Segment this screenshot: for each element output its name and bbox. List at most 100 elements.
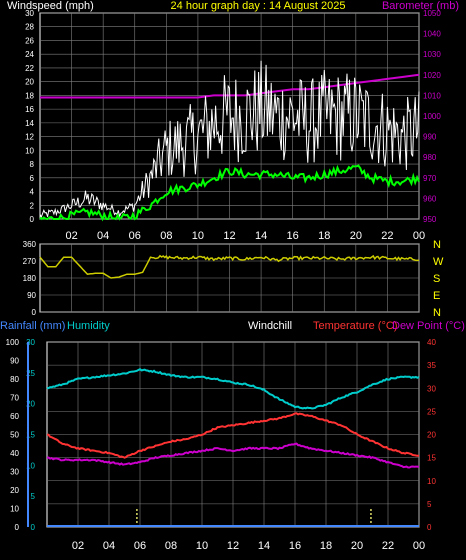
wind-y-tick-label: 28 <box>25 23 34 32</box>
windchill-label: Windchill <box>248 320 292 332</box>
barometer-tick-label: 1010 <box>423 91 441 100</box>
humidity-tick-label: 20 <box>10 486 19 495</box>
wind-x-tick-label: 00 <box>413 230 425 242</box>
humidity-axis-title: Humidity <box>67 320 110 332</box>
wind-gust-line <box>39 60 420 219</box>
wind-y-tick-label: 18 <box>25 91 34 100</box>
wind-y-tick-label: 30 <box>25 9 34 18</box>
rain-tick-label: 0 <box>31 523 36 532</box>
compass-label: S <box>433 273 440 285</box>
dewpoint-axis-title: Dew Point (°C) <box>392 320 465 332</box>
wind-x-tick-label: 14 <box>255 230 267 242</box>
wind-y-tick-label: 20 <box>25 78 34 87</box>
direction-y-tick-label: 360 <box>23 240 37 249</box>
wind-y-tick-label: 12 <box>25 133 34 142</box>
climate-x-tick-label: 18 <box>320 540 332 552</box>
climate-x-tick-label: 02 <box>72 540 84 552</box>
barometer-axis-title: Barometer (mb) <box>382 0 459 12</box>
wind-x-tick-label: 18 <box>318 230 330 242</box>
barometer-tick-label: 950 <box>423 215 437 224</box>
compass-label: W <box>433 256 444 268</box>
wind-y-tick-label: 4 <box>30 188 35 197</box>
wind-x-tick-label: 12 <box>223 230 235 242</box>
dewpoint-line <box>46 442 420 469</box>
temperature-tick-label: 10 <box>427 477 436 486</box>
barometer-tick-label: 1020 <box>423 71 441 80</box>
humidity-tick-label: 100 <box>6 338 20 347</box>
barometer-tick-label: 1000 <box>423 112 441 121</box>
barometer-tick-label: 1050 <box>423 9 441 18</box>
rain-tick-label: 20 <box>26 400 35 409</box>
barometer-tick-label: 1040 <box>423 30 441 39</box>
wind-x-tick-label: 16 <box>287 230 299 242</box>
barometer-tick-label: 960 <box>423 194 437 203</box>
climate-x-tick-label: 22 <box>382 540 394 552</box>
temperature-tick-label: 0 <box>427 523 432 532</box>
wind-x-tick-label: 10 <box>192 230 204 242</box>
wind-y-tick-label: 0 <box>30 215 35 224</box>
chart-title: 24 hour graph day : 14 August 2025 <box>171 0 346 12</box>
temperature-line <box>47 412 420 459</box>
direction-y-tick-label: 180 <box>23 274 37 283</box>
climate-x-tick-label: 14 <box>258 540 270 552</box>
compass-label: E <box>433 290 440 302</box>
humidity-tick-label: 10 <box>10 505 19 514</box>
climate-x-tick-label: 20 <box>351 540 363 552</box>
humidity-tick-label: 30 <box>10 468 19 477</box>
climate-x-tick-label: 00 <box>413 540 425 552</box>
barometer-tick-label: 1030 <box>423 50 441 59</box>
wind-x-tick-label: 02 <box>65 230 77 242</box>
climate-x-tick-label: 16 <box>289 540 301 552</box>
wind-y-tick-label: 26 <box>25 36 34 45</box>
rain-tick-label: 25 <box>26 369 35 378</box>
temperature-tick-label: 20 <box>427 431 436 440</box>
temperature-tick-label: 40 <box>427 338 436 347</box>
climate-x-tick-label: 10 <box>196 540 208 552</box>
humidity-tick-label: 0 <box>15 523 20 532</box>
wind-x-tick-label: 20 <box>350 230 362 242</box>
wind-y-tick-label: 10 <box>25 146 34 155</box>
wind-x-tick-label: 06 <box>129 230 141 242</box>
rainfall-axis-title: Rainfall (mm) <box>0 320 65 332</box>
wind-y-tick-label: 8 <box>30 160 35 169</box>
rain-tick-label: 10 <box>26 461 35 470</box>
rain-tick-label: 15 <box>26 431 35 440</box>
temperature-tick-label: 15 <box>427 454 436 463</box>
humidity-tick-label: 80 <box>10 375 19 384</box>
temperature-tick-label: 35 <box>427 361 436 370</box>
wind-x-tick-label: 04 <box>97 230 109 242</box>
wind-x-tick-label: 22 <box>381 230 393 242</box>
temperature-axis-title: Temperature (°C) <box>313 320 397 332</box>
climate-x-tick-label: 08 <box>165 540 177 552</box>
wind-y-tick-label: 22 <box>25 64 34 73</box>
temperature-tick-label: 25 <box>427 407 436 416</box>
wind-y-tick-label: 2 <box>30 201 35 210</box>
compass-label: N <box>433 239 441 251</box>
humidity-line <box>46 368 420 410</box>
humidity-tick-label: 60 <box>10 412 19 421</box>
wind-average-line <box>39 164 420 222</box>
compass-label: N <box>433 307 441 319</box>
climate-x-tick-label: 06 <box>134 540 146 552</box>
barometer-tick-label: 980 <box>423 153 437 162</box>
rain-tick-label: 5 <box>31 492 36 501</box>
barometer-tick-label: 990 <box>423 133 437 142</box>
humidity-tick-label: 40 <box>10 449 19 458</box>
wind-y-tick-label: 24 <box>25 50 34 59</box>
climate-x-tick-label: 04 <box>103 540 115 552</box>
climate-x-tick-label: 12 <box>227 540 239 552</box>
humidity-tick-label: 90 <box>10 357 19 366</box>
direction-y-tick-label: 270 <box>23 257 37 266</box>
barometer-tick-label: 970 <box>423 174 437 183</box>
temperature-tick-label: 30 <box>427 384 436 393</box>
wind-y-tick-label: 6 <box>30 174 35 183</box>
direction-y-tick-label: 90 <box>27 291 36 300</box>
direction-y-tick-label: 0 <box>32 308 37 317</box>
wind-y-tick-label: 14 <box>25 119 34 128</box>
humidity-tick-label: 70 <box>10 394 19 403</box>
wind-direction-line <box>39 254 420 279</box>
windspeed-axis-title: Windspeed (mph) <box>7 0 94 12</box>
wind-x-tick-label: 08 <box>160 230 172 242</box>
humidity-tick-label: 50 <box>10 431 19 440</box>
